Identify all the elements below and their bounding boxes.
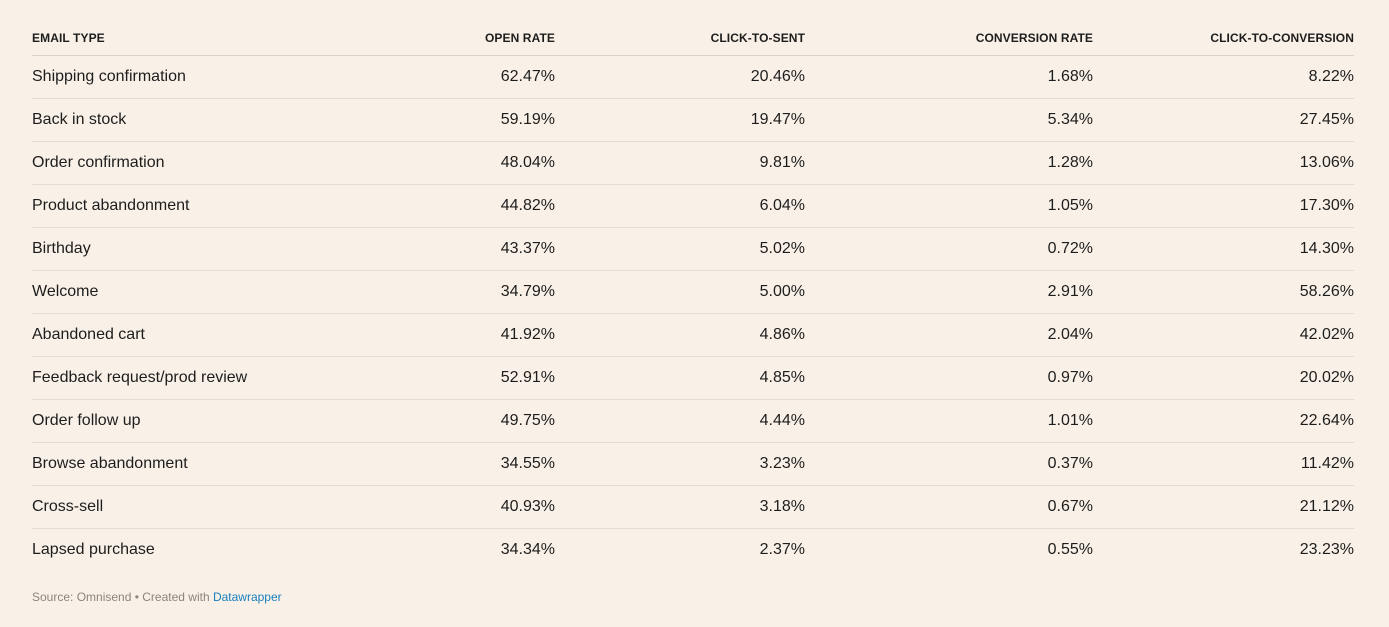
cell-conversion-rate: 1.01% [805,399,1093,443]
cell-click-to-sent: 6.04% [555,184,805,228]
column-header-click-to-conversion: CLICK-TO-CONVERSION [1093,20,1354,56]
cell-email-type: Cross-sell [32,485,412,529]
table-row: Shipping confirmation 62.47% 20.46% 1.68% 8.… [32,55,1354,99]
cell-click-to-sent: 4.44% [555,399,805,443]
cell-open-rate: 34.34% [500,541,555,558]
cell-click-to-sent: 5.00% [555,270,805,314]
cell-click-to-conversion: 22.64% [1093,399,1354,443]
cell-click-to-conversion: 58.26% [1093,270,1354,314]
cell-conversion-rate: 1.68% [805,55,1093,99]
cell-email-type: Birthday [32,227,412,271]
cell-open-rate: 40.93% [412,485,555,529]
cell-click-to-conversion: 23.23% [1299,541,1354,558]
cell-open-rate: 59.19% [412,98,555,142]
column-header-email-type: EMAIL TYPE [32,20,412,56]
table-footer: Source: Omnisend • Created with Datawrap… [32,590,282,604]
cell-click-to-sent: 5.02% [555,227,805,271]
cell-open-rate: 52.91% [412,356,555,400]
cell-open-rate: 49.75% [412,399,555,443]
table-row: Back in stock 59.19% 19.47% 5.34% 27.45% [32,98,1354,142]
cell-click-to-sent: 3.23% [555,442,805,486]
cell-open-rate: 62.47% [412,55,555,99]
cell-email-type: Order follow up [32,399,412,443]
cell-click-to-conversion: 17.30% [1093,184,1354,228]
cell-open-rate: 41.92% [412,313,555,357]
table-row: Welcome 34.79% 5.00% 2.91% 58.26% [32,270,1354,314]
table-row: Birthday 43.37% 5.02% 0.72% 14.30% [32,227,1354,271]
cell-click-to-conversion: 14.30% [1093,227,1354,271]
cell-open-rate: 34.79% [412,270,555,314]
cell-click-to-sent: 19.47% [555,98,805,142]
table-row: Lapsed purchase 34.34% 2.37% 0.55% 23.23% [32,529,1354,572]
cell-email-type: Abandoned cart [32,313,412,357]
cell-conversion-rate: 2.91% [805,270,1093,314]
cell-conversion-rate: 2.04% [805,313,1093,357]
cell-click-to-sent: 20.46% [555,55,805,99]
cell-email-type: Product abandonment [32,184,412,228]
data-table-container: EMAIL TYPE OPEN RATE CLICK-TO-SENT CONVERSI… [32,20,1354,571]
cell-email-type: Feedback request/prod review [32,356,412,400]
cell-email-type: Back in stock [32,98,412,142]
table-row: Browse abandonment 34.55% 3.23% 0.37% 11.42% [32,442,1354,486]
cell-click-to-sent: 2.37% [759,541,805,558]
cell-conversion-rate: 0.97% [805,356,1093,400]
cell-click-to-conversion: 42.02% [1093,313,1354,357]
cell-email-type: Browse abandonment [32,442,412,486]
table-row: Order confirmation 48.04% 9.81% 1.28% 13.06% [32,141,1354,185]
table-row: Product abandonment 44.82% 6.04% 1.05% 17.30… [32,184,1354,228]
cell-click-to-conversion: 8.22% [1093,55,1354,99]
email-metrics-table: EMAIL TYPE OPEN RATE CLICK-TO-SENT CONVERSI… [32,20,1354,571]
cell-click-to-conversion: 20.02% [1093,356,1354,400]
column-header-open-rate: OPEN RATE [412,20,555,56]
cell-click-to-sent: 9.81% [555,141,805,185]
cell-click-to-sent: 4.86% [555,313,805,357]
cell-click-to-conversion: 27.45% [1093,98,1354,142]
cell-open-rate: 43.37% [412,227,555,271]
column-header-click-to-sent: CLICK-TO-SENT [555,20,805,56]
datawrapper-link[interactable]: Datawrapper [212,590,282,604]
cell-email-type: Welcome [32,270,412,314]
cell-open-rate: 34.55% [412,442,555,486]
table-row: Cross-sell 40.93% 3.18% 0.67% 21.12% [32,485,1354,529]
cell-click-to-sent: 3.18% [555,485,805,529]
source-note: Source: Omnisend • Created with [32,590,213,604]
cell-conversion-rate: 0.67% [805,485,1093,529]
cell-conversion-rate: 1.28% [805,141,1093,185]
cell-email-type: Lapsed purchase [32,541,155,558]
cell-conversion-rate: 0.37% [805,442,1093,486]
cell-conversion-rate: 0.55% [1047,541,1093,558]
cell-click-to-sent: 4.85% [555,356,805,400]
cell-conversion-rate: 1.05% [805,184,1093,228]
table-row: Abandoned cart 41.92% 4.86% 2.04% 42.02% [32,313,1354,357]
table-header-row: EMAIL TYPE OPEN RATE CLICK-TO-SENT CONVERSI… [32,20,1354,56]
cell-conversion-rate: 0.72% [805,227,1093,271]
cell-email-type: Shipping confirmation [32,55,412,99]
column-header-conversion-rate: CONVERSION RATE [805,20,1093,56]
cell-email-type: Order confirmation [32,141,412,185]
cell-click-to-conversion: 13.06% [1093,141,1354,185]
cell-click-to-conversion: 11.42% [1093,442,1354,486]
cell-conversion-rate: 5.34% [805,98,1093,142]
table-body: Shipping confirmation 62.47% 20.46% 1.68% 8.… [32,55,1354,572]
table-row: Order follow up 49.75% 4.44% 1.01% 22.64% [32,399,1354,443]
table-row: Feedback request/prod review 52.91% 4.85% 0… [32,356,1354,400]
cell-open-rate: 48.04% [412,141,555,185]
cell-click-to-conversion: 21.12% [1093,485,1354,529]
cell-open-rate: 44.82% [412,184,555,228]
